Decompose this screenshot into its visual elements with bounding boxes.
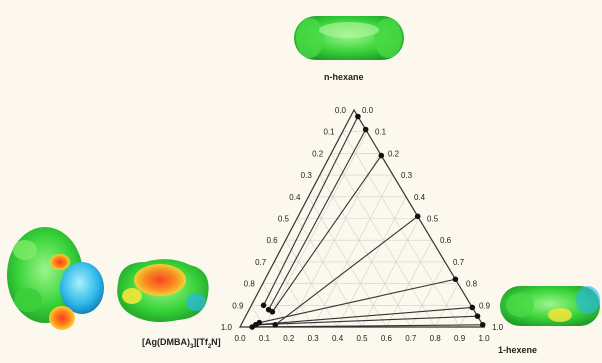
il-rich-phase-point — [249, 324, 255, 330]
tie-line — [255, 315, 478, 326]
right-tick-label: 0.0 — [362, 106, 374, 115]
grid-line — [251, 305, 265, 328]
hydrocarbon-rich-phase-point — [474, 313, 481, 319]
tie-line — [271, 155, 382, 313]
il-rich-phase-point — [272, 322, 279, 328]
left-tick-label: 0.9 — [232, 301, 244, 310]
il-rich-phase-point — [269, 309, 276, 315]
right-tick-label: 0.7 — [453, 258, 465, 267]
tie-line — [263, 116, 359, 306]
tie-line — [252, 324, 483, 328]
bottom-tick-label: 0.6 — [381, 334, 393, 343]
hydrocarbon-rich-phase-point — [355, 113, 361, 120]
right-tick-label: 1.0 — [492, 323, 504, 332]
grid-line — [273, 261, 314, 328]
hydrocarbon-rich-phase-point — [452, 276, 459, 283]
1-hexene-molecule-image — [500, 286, 600, 326]
tie-line — [255, 306, 473, 326]
left-tick-label: 0.3 — [301, 171, 313, 180]
tie-line — [274, 215, 419, 326]
bottom-tick-label: 0.9 — [454, 334, 466, 343]
left-tick-label: 0.6 — [266, 236, 278, 245]
n-hexane-molecule-image — [294, 16, 404, 60]
left-tick-label: 0.8 — [244, 280, 256, 289]
grid-line — [262, 283, 290, 328]
hydrocarbon-rich-phase-point — [362, 126, 369, 133]
grid-line — [361, 218, 420, 328]
right-tick-label: 0.1 — [375, 128, 387, 137]
grid-line — [264, 131, 368, 328]
grid-line — [410, 261, 446, 328]
bottom-tick-label: 0.2 — [283, 334, 295, 343]
ionic-liquid-anion-image — [117, 259, 209, 322]
right-tick-label: 0.6 — [440, 236, 452, 245]
grid-line — [312, 174, 394, 328]
grid-line — [434, 283, 459, 328]
right-tick-label: 0.9 — [479, 301, 491, 310]
corner-label-n-hexane: n-hexane — [324, 72, 364, 82]
ternary-grid — [251, 131, 472, 328]
left-tick-label: 0.4 — [289, 193, 301, 202]
bottom-tick-label: 0.1 — [259, 334, 271, 343]
hydrocarbon-rich-phase-point — [378, 152, 385, 159]
right-tick-label: 0.4 — [414, 193, 426, 202]
right-tick-label: 0.2 — [388, 149, 400, 158]
right-tick-label: 0.5 — [427, 215, 439, 224]
left-tick-label: 0.1 — [323, 128, 335, 137]
left-tick-label: 0.5 — [278, 215, 290, 224]
bottom-tick-label: 0.8 — [430, 334, 442, 343]
left-tick-label: 0.7 — [255, 258, 267, 267]
tie-lines — [252, 116, 483, 328]
left-tick-label: 0.0 — [335, 106, 347, 115]
il-rich-phase-point — [260, 302, 267, 309]
right-edge-tick-labels: 0.0 0.1 0.2 0.3 0.4 0.5 0.6 0.7 0.8 0.9 1.0 — [362, 106, 504, 332]
grid-line — [285, 240, 338, 328]
hydrocarbon-rich-phase-point — [469, 304, 476, 311]
left-tick-label: 1.0 — [221, 323, 233, 332]
tie-line — [259, 278, 456, 324]
right-tick-label: 0.3 — [401, 171, 413, 180]
ionic-liquid-cation-image — [7, 227, 104, 330]
bottom-tick-label: 0.5 — [356, 334, 368, 343]
hydrocarbon-rich-phase-point — [414, 213, 421, 220]
hydrocarbon-rich-phase-point — [479, 322, 486, 328]
grid-line — [319, 174, 412, 328]
left-edge-tick-labels: 0.0 0.1 0.2 0.3 0.4 0.5 0.6 0.7 0.8 0.9 1.0 — [221, 106, 347, 332]
corner-label-1-hexene: 1-hexene — [498, 345, 537, 355]
left-tick-label: 0.2 — [312, 149, 324, 158]
grid-line — [386, 240, 433, 328]
data-points — [249, 113, 486, 330]
bottom-tick-label: 0.4 — [332, 334, 344, 343]
bottom-tick-label: 0.7 — [405, 334, 417, 343]
bottom-tick-label: 0.0 — [234, 334, 246, 343]
corner-label-ionic-liquid: [Ag(DMBA)3][Tf2N] — [142, 337, 221, 350]
grid-line — [296, 218, 363, 328]
bottom-tick-label: 1.0 — [478, 334, 490, 343]
bottom-edge-tick-labels: 0.0 0.1 0.2 0.3 0.4 0.5 0.6 0.7 0.8 0.9 1.0 — [234, 334, 490, 343]
right-tick-label: 0.8 — [466, 280, 478, 289]
bottom-tick-label: 0.3 — [308, 334, 320, 343]
tie-line — [268, 129, 367, 310]
